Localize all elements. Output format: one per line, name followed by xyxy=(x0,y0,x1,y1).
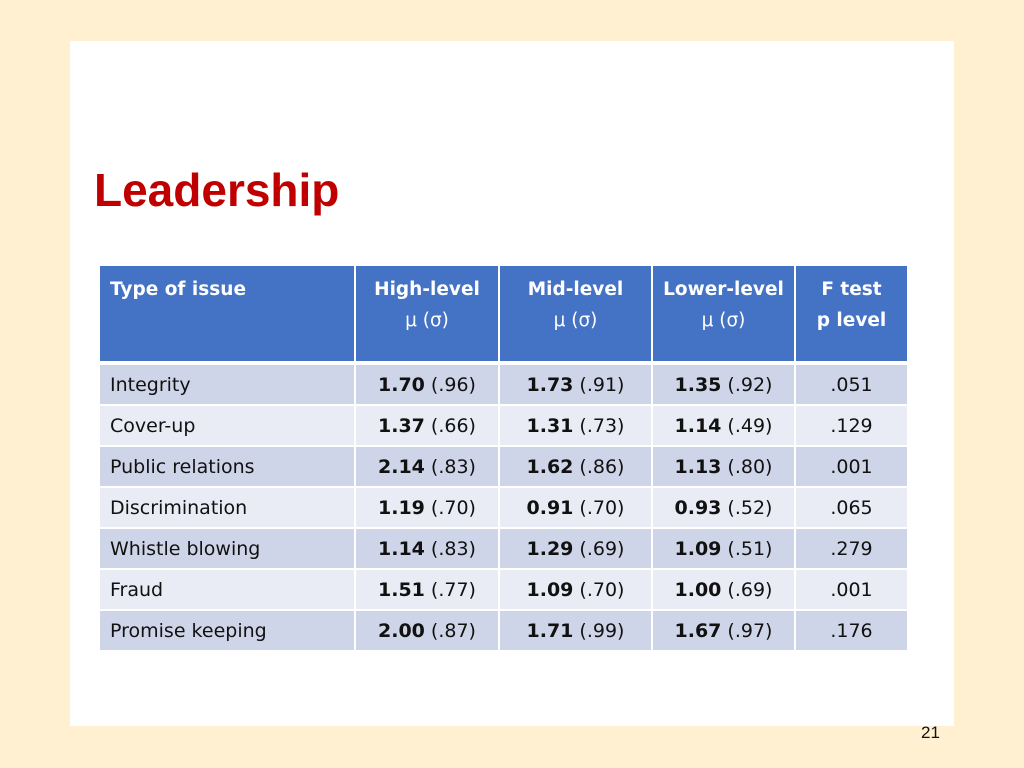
cell-p: .001 xyxy=(794,445,909,488)
cell-mid: 1.09 (.70) xyxy=(498,568,653,611)
cell-low: 1.67 (.97) xyxy=(651,609,796,652)
cell-low: 1.13 (.80) xyxy=(651,445,796,488)
cell-low: 1.35 (.92) xyxy=(651,362,796,406)
header-mid-level: Mid-level μ (σ) xyxy=(498,264,653,364)
header-label: Type of issue xyxy=(110,279,246,300)
cell-high: 1.51 (.77) xyxy=(354,568,500,611)
cell-p: .051 xyxy=(794,362,909,406)
table-row: Discrimination 1.19 (.70) 0.91 (.70) 0.9… xyxy=(98,486,909,529)
table-header-row: Type of issue High-level μ (σ) Mid-level… xyxy=(98,264,909,364)
cell-p: .065 xyxy=(794,486,909,529)
cell-mid: 1.29 (.69) xyxy=(498,527,653,570)
cell-mid: 1.73 (.91) xyxy=(498,362,653,406)
header-f-test-p-level: F test p level xyxy=(794,264,909,364)
slide: Leadership Type of issue High-level μ (σ… xyxy=(70,41,954,726)
cell-p: .279 xyxy=(794,527,909,570)
cell-mid: 1.31 (.73) xyxy=(498,404,653,447)
header-label: Lower-level xyxy=(663,279,784,300)
cell-mid: 1.71 (.99) xyxy=(498,609,653,652)
cell-p: .129 xyxy=(794,404,909,447)
cell-type: Integrity xyxy=(98,362,356,406)
table-row: Whistle blowing 1.14 (.83) 1.29 (.69) 1.… xyxy=(98,527,909,570)
cell-p: .001 xyxy=(794,568,909,611)
cell-type: Fraud xyxy=(98,568,356,611)
table-row: Cover-up 1.37 (.66) 1.31 (.73) 1.14 (.49… xyxy=(98,404,909,447)
cell-high: 2.00 (.87) xyxy=(354,609,500,652)
table-row: Promise keeping 2.00 (.87) 1.71 (.99) 1.… xyxy=(98,609,909,652)
cell-type: Promise keeping xyxy=(98,609,356,652)
cell-type: Public relations xyxy=(98,445,356,488)
header-label: Mid-level xyxy=(527,279,624,300)
slide-title: Leadership xyxy=(94,164,340,216)
header-sublabel: μ (σ) xyxy=(701,310,746,331)
cell-p: .176 xyxy=(794,609,909,652)
table-row: Fraud 1.51 (.77) 1.09 (.70) 1.00 (.69) .… xyxy=(98,568,909,611)
cell-type: Discrimination xyxy=(98,486,356,529)
cell-high: 1.37 (.66) xyxy=(354,404,500,447)
cell-mid: 0.91 (.70) xyxy=(498,486,653,529)
header-sublabel: p level xyxy=(816,310,887,331)
cell-high: 1.19 (.70) xyxy=(354,486,500,529)
header-type-of-issue: Type of issue xyxy=(98,264,356,364)
cell-low: 1.00 (.69) xyxy=(651,568,796,611)
header-sublabel: μ (σ) xyxy=(553,310,598,331)
cell-high: 1.14 (.83) xyxy=(354,527,500,570)
table-row: Integrity 1.70 (.96) 1.73 (.91) 1.35 (.9… xyxy=(98,362,909,406)
table-row: Public relations 2.14 (.83) 1.62 (.86) 1… xyxy=(98,445,909,488)
cell-low: 1.14 (.49) xyxy=(651,404,796,447)
cell-type: Whistle blowing xyxy=(98,527,356,570)
header-label: F test xyxy=(821,279,882,300)
cell-high: 1.70 (.96) xyxy=(354,362,500,406)
page-number: 21 xyxy=(921,723,940,742)
cell-mid: 1.62 (.86) xyxy=(498,445,653,488)
cell-type: Cover-up xyxy=(98,404,356,447)
header-lower-level: Lower-level μ (σ) xyxy=(651,264,796,364)
header-sublabel: μ (σ) xyxy=(405,310,449,331)
header-high-level: High-level μ (σ) xyxy=(354,264,500,364)
cell-low: 1.09 (.51) xyxy=(651,527,796,570)
cell-high: 2.14 (.83) xyxy=(354,445,500,488)
header-label: High-level xyxy=(374,279,480,300)
leadership-table: Type of issue High-level μ (σ) Mid-level… xyxy=(98,264,909,652)
cell-low: 0.93 (.52) xyxy=(651,486,796,529)
